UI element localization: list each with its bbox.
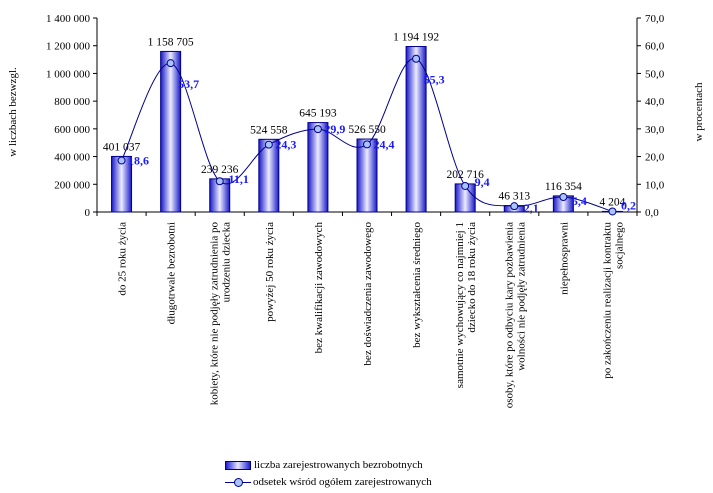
y-tick-label: 400 000	[54, 152, 90, 164]
y-tick-label: 1 200 000	[46, 41, 91, 53]
percent-value-label: 55,3	[424, 73, 445, 87]
bar	[307, 122, 329, 213]
x-tick-label: niepełnosprawni	[558, 222, 570, 295]
percent-line	[117, 54, 617, 216]
bar-value-label: 239 236	[201, 164, 239, 176]
y-tick-label: 600 000	[54, 124, 90, 136]
bar-value-label: 401 037	[103, 141, 141, 153]
legend-label-bars: liczba zarejestrowanych bezrobotnych	[254, 459, 423, 471]
y2-tick-label: 60,0	[645, 41, 665, 53]
y2-axis-label: w procentach	[693, 82, 705, 141]
bar-value-label: 46 313	[498, 191, 530, 203]
x-tick-label: długotrwale bezrobotni	[166, 222, 178, 324]
y2-tick-label: 20,0	[645, 152, 665, 164]
percent-value-label: 2,1	[524, 201, 539, 215]
percent-value-label: 24,4	[374, 137, 395, 151]
x-tick-label-line: kobiety, które nie podjęły zatrudnienia …	[209, 222, 221, 406]
x-tick-label-line: urodzeniu dziecka	[221, 222, 233, 302]
percent-value-label: 29,9	[324, 122, 345, 136]
percent-value-label: 5,4	[572, 194, 587, 208]
bar-value-label: 1 194 192	[393, 32, 439, 44]
bar-value-label: 1 158 705	[148, 36, 194, 48]
percent-point	[412, 54, 421, 63]
x-tick-label-line: samotnie wychowujący co najmniej 1	[454, 222, 466, 388]
x-tick-label: kobiety, które nie podjęły zatrudnienia …	[209, 222, 233, 406]
percent-value-label: 24,3	[275, 138, 296, 152]
legend-item-line: odsetek wśród ogółem zarejestrowanych	[225, 476, 432, 488]
bar-value-label: 526 550	[348, 124, 386, 136]
x-tick-label: bez wykształcenia średniego	[411, 222, 423, 348]
percent-point	[117, 156, 126, 165]
bar	[258, 138, 280, 213]
x-tick-label-line: wolności nie podjęły zatrudnienia	[515, 222, 527, 371]
x-tick-label-line: osoby, które po odbyciu kary pozbawienia	[503, 222, 515, 408]
y2-tick-label: 70,0	[645, 13, 665, 25]
percent-value-label: 0,2	[621, 198, 636, 212]
legend-item-bars: liczba zarejestrowanych bezrobotnych	[225, 459, 423, 471]
bar-value-label: 116 354	[545, 181, 582, 193]
x-tick-label-line: socjalnego	[613, 222, 625, 270]
x-tick-label-line: powyżej 50 roku życia	[264, 222, 276, 322]
percent-point	[166, 59, 175, 68]
bar-value-label: 645 193	[299, 108, 337, 120]
x-tick-label-line: po zakończeniu realizacji kontraktu	[601, 222, 613, 379]
y2-tick-label: 10,0	[645, 179, 665, 191]
y-axis-label: w liczbach bezwzgl.	[7, 67, 19, 157]
bar	[405, 46, 427, 213]
percent-point	[215, 177, 224, 186]
y-tick-label: 0	[85, 207, 91, 219]
bar-value-label: 202 716	[446, 169, 484, 181]
percent-point	[608, 207, 617, 216]
percent-value-label: 18,6	[128, 153, 149, 167]
percent-value-label: 53,7	[178, 77, 199, 91]
percent-point	[264, 140, 273, 149]
bar-value-label: 4 204	[600, 196, 626, 208]
x-tick-label: po zakończeniu realizacji kontraktusocja…	[601, 222, 625, 379]
x-tick-label-line: bez wykształcenia średniego	[411, 222, 423, 348]
percent-point	[313, 125, 322, 134]
legend-label-line: odsetek wśród ogółem zarejestrowanych	[253, 476, 432, 488]
x-tick-label: bez doświadczenia zawodowego	[362, 222, 374, 366]
x-tick-label-line: bez doświadczenia zawodowego	[362, 222, 374, 366]
x-tick-label-line: dziecko do 18 roku życia	[466, 222, 478, 333]
x-tick-label-line: niepełnosprawni	[558, 222, 570, 295]
bar	[160, 50, 182, 213]
percent-point	[461, 181, 470, 190]
y2-tick-label: 0,0	[645, 207, 659, 219]
x-tick-label: samotnie wychowujący co najmniej 1dzieck…	[454, 222, 478, 388]
axes: 0 200 000 400 000 600 000 800 000 1 000 000 1 …	[46, 13, 665, 219]
y-tick-label: 200 000	[54, 179, 90, 191]
y-tick-label: 800 000	[54, 96, 90, 108]
percent-point	[559, 193, 568, 202]
y2-tick-label: 50,0	[645, 68, 665, 80]
data-labels: 401 037 1 158 705 239 236 524 558 645 193 526…	[103, 32, 636, 216]
y2-tick-label: 30,0	[645, 124, 665, 136]
legend-bar-swatch	[225, 460, 251, 470]
percent-point	[363, 140, 371, 149]
x-tick-label-line: długotrwale bezrobotni	[166, 222, 178, 324]
y-tick-label: 1 400 000	[46, 13, 91, 25]
bars	[111, 46, 623, 213]
bar-value-label: 524 558	[250, 124, 288, 136]
x-tick-label: powyżej 50 roku życia	[264, 222, 276, 322]
y2-tick-label: 40,0	[645, 96, 665, 108]
percent-value-label: 9,4	[475, 175, 490, 189]
bar	[111, 155, 133, 213]
x-tick-label-line: do 25 roku życia	[117, 222, 129, 296]
x-tick-label: osoby, które po odbyciu kary pozbawienia…	[503, 222, 527, 408]
legend-line-swatch	[225, 477, 251, 488]
x-tick-label: do 25 roku życia	[117, 222, 129, 296]
y-tick-label: 1 000 000	[46, 68, 91, 80]
x-tick-label-line: bez kwalifikacji zawodowych	[313, 222, 325, 354]
x-tick-label: bez kwalifikacji zawodowych	[313, 222, 325, 354]
x-tick-labels: do 25 roku życia długotrwale bezrobotni ko…	[117, 222, 626, 409]
percent-value-label: 11,1	[229, 172, 249, 186]
bar	[356, 138, 378, 213]
percent-point	[510, 202, 519, 211]
